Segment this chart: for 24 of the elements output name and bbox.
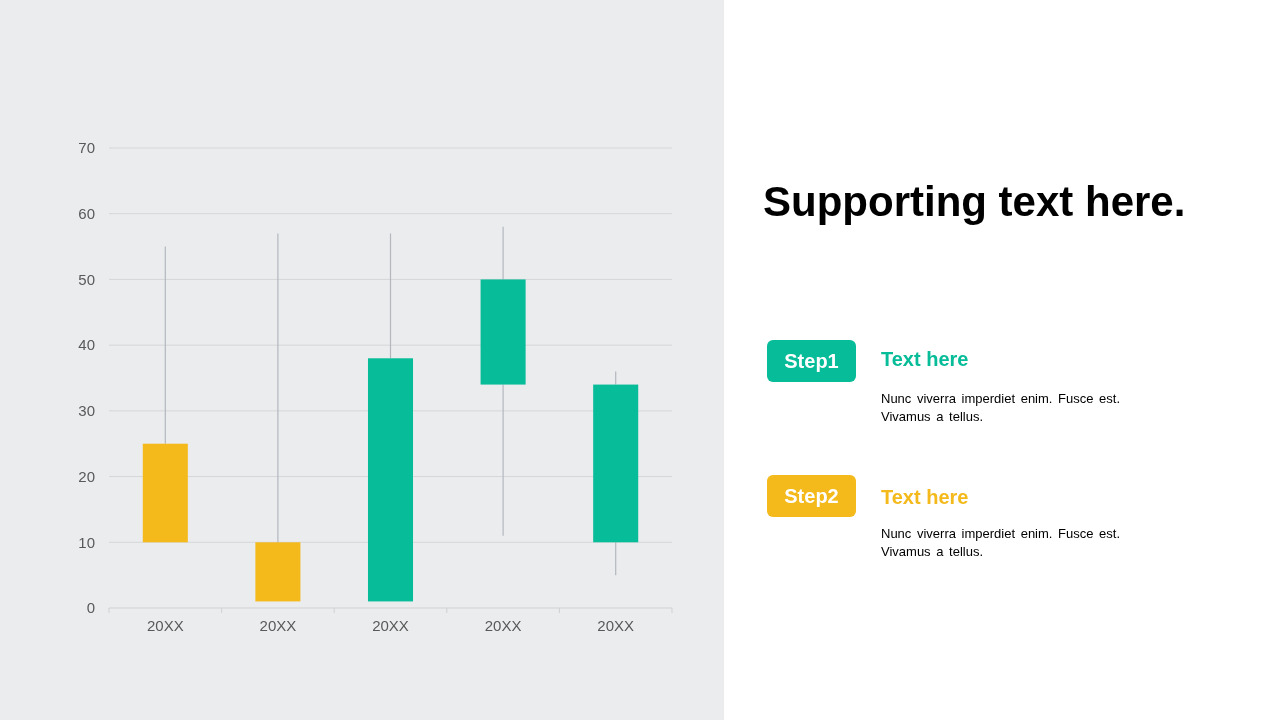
candlestick (142, 245, 188, 543)
x-tick-label: 20XX (484, 616, 522, 634)
x-tick-label: 20XX (146, 616, 184, 634)
step-badge: Step1 (767, 340, 856, 382)
text: Nunc viverra imperdiet enim. Fusce est. Vivamus a tellus. (881, 390, 1122, 426)
candlestick (480, 226, 526, 537)
y-tick-label: 70 (78, 139, 95, 157)
candlestick (255, 232, 301, 602)
y-tick-label: 0 (86, 599, 95, 617)
y-tick-label: 30 (78, 402, 95, 420)
step-badge: Step2 (767, 475, 856, 517)
text: Text here (881, 486, 969, 509)
x-tick-label: 20XX (597, 616, 635, 634)
x-tick-label: 20XX (259, 616, 297, 634)
y-tick-label: 40 (78, 336, 95, 354)
candlestick (367, 232, 414, 602)
y-tick-label: 10 (78, 533, 95, 551)
y-tick-label: 60 (78, 205, 95, 223)
y-tick-label: 20 (78, 467, 95, 485)
text: Text here (881, 348, 969, 371)
text: Nunc viverra imperdiet enim. Fusce est. Vivamus a tellus. (881, 525, 1122, 561)
text: Supporting text here. (763, 177, 1186, 227)
x-tick-label: 20XX (372, 616, 409, 634)
y-tick-label: 50 (78, 270, 95, 288)
